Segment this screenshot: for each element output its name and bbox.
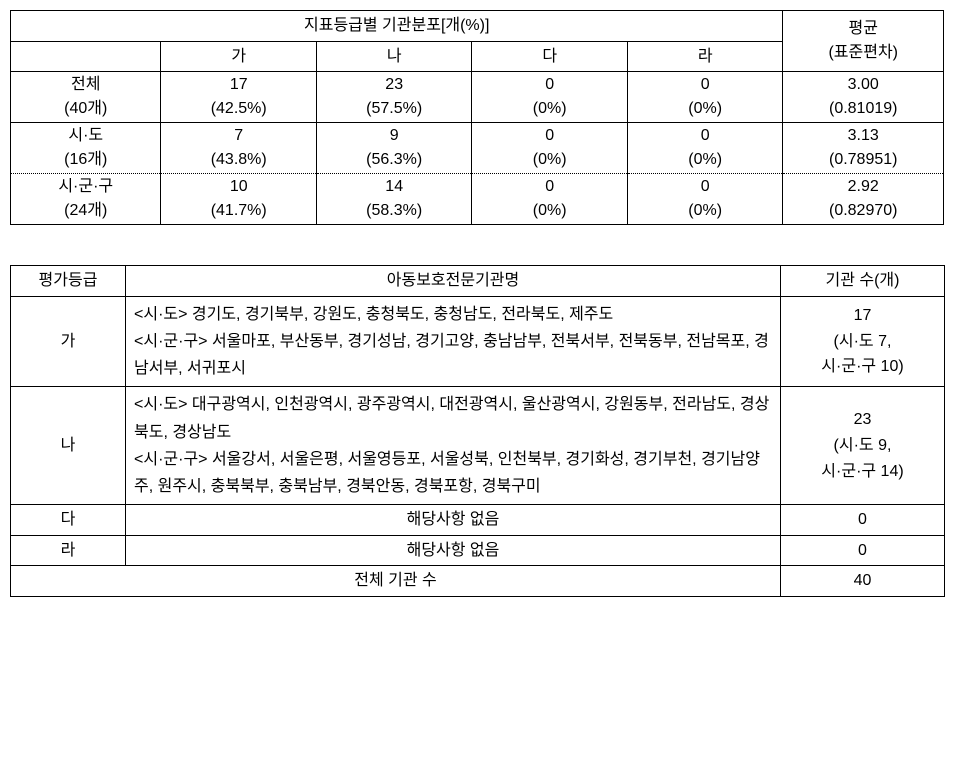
cell: 14(58.3%) — [316, 174, 471, 225]
distribution-table: 지표등급별 기관분포[개(%)] 평균 (표준편차) 가 나 다 라 전체 (4… — [10, 10, 944, 225]
grade-count: 17(시·도 7,시·군·구 10) — [781, 296, 945, 387]
cell: 17(42.5%) — [161, 72, 316, 123]
cell: 0(0%) — [627, 174, 783, 225]
table-header-row-1: 지표등급별 기관분포[개(%)] 평균 (표준편차) — [11, 11, 944, 42]
row-grade-ga: 가 <시·도> 경기도, 경기북부, 강원도, 충청북도, 충청남도, 전라북도… — [11, 296, 945, 387]
grade-label: 나 — [11, 387, 126, 505]
row-label-sido: 시·도 (16개) — [11, 123, 161, 174]
col-na: 나 — [316, 41, 471, 72]
row-sido: 시·도 (16개) 7(43.8%) 9(56.3%) 0(0%) 0(0%) … — [11, 123, 944, 174]
grade-desc: 해당사항 없음 — [126, 505, 781, 536]
cell: 0(0%) — [472, 123, 627, 174]
table2-header-row: 평가등급 아동보호전문기관명 기관 수(개) — [11, 266, 945, 297]
col-da: 다 — [472, 41, 627, 72]
row-label-total: 전체 (40개) — [11, 72, 161, 123]
total-label: 전체 기관 수 — [11, 566, 781, 597]
grade-count: 0 — [781, 505, 945, 536]
row-label-sigungu: 시·군·구 (24개) — [11, 174, 161, 225]
total-count: 40 — [781, 566, 945, 597]
cell: 0(0%) — [627, 72, 783, 123]
grade-desc: 해당사항 없음 — [126, 535, 781, 566]
grade-label: 라 — [11, 535, 126, 566]
hdr-grade: 평가등급 — [11, 266, 126, 297]
cell: 9(56.3%) — [316, 123, 471, 174]
grade-desc: <시·도> 경기도, 경기북부, 강원도, 충청북도, 충청남도, 전라북도, … — [126, 296, 781, 387]
grade-count: 0 — [781, 535, 945, 566]
row-grade-na: 나 <시·도> 대구광역시, 인천광역시, 광주광역시, 대전광역시, 울산광역… — [11, 387, 945, 505]
grade-count: 23(시·도 9,시·군·구 14) — [781, 387, 945, 505]
cell-avg: 2.92(0.82970) — [783, 174, 944, 225]
cell: 0(0%) — [472, 174, 627, 225]
hdr-desc: 아동보호전문기관명 — [126, 266, 781, 297]
cell-avg: 3.00(0.81019) — [783, 72, 944, 123]
grade-label: 가 — [11, 296, 126, 387]
col-ga: 가 — [161, 41, 316, 72]
cell-avg: 3.13(0.78951) — [783, 123, 944, 174]
cell: 10(41.7%) — [161, 174, 316, 225]
row-sigungu: 시·군·구 (24개) 10(41.7%) 14(58.3%) 0(0%) 0(… — [11, 174, 944, 225]
grade-label: 다 — [11, 505, 126, 536]
cell: 7(43.8%) — [161, 123, 316, 174]
row-grade-da: 다 해당사항 없음 0 — [11, 505, 945, 536]
cell: 0(0%) — [472, 72, 627, 123]
grade-desc: <시·도> 대구광역시, 인천광역시, 광주광역시, 대전광역시, 울산광역시,… — [126, 387, 781, 505]
header-distribution: 지표등급별 기관분포[개(%)] — [11, 11, 783, 42]
institutions-table: 평가등급 아동보호전문기관명 기관 수(개) 가 <시·도> 경기도, 경기북부… — [10, 265, 945, 597]
hdr-count: 기관 수(개) — [781, 266, 945, 297]
row-total: 전체 기관 수 40 — [11, 566, 945, 597]
row-grade-ra: 라 해당사항 없음 0 — [11, 535, 945, 566]
row-total: 전체 (40개) 17(42.5%) 23(57.5%) 0(0%) 0(0%)… — [11, 72, 944, 123]
header-average: 평균 (표준편차) — [783, 11, 944, 72]
cell: 0(0%) — [627, 123, 783, 174]
blank-cell — [11, 41, 161, 72]
cell: 23(57.5%) — [316, 72, 471, 123]
col-ra: 라 — [627, 41, 783, 72]
